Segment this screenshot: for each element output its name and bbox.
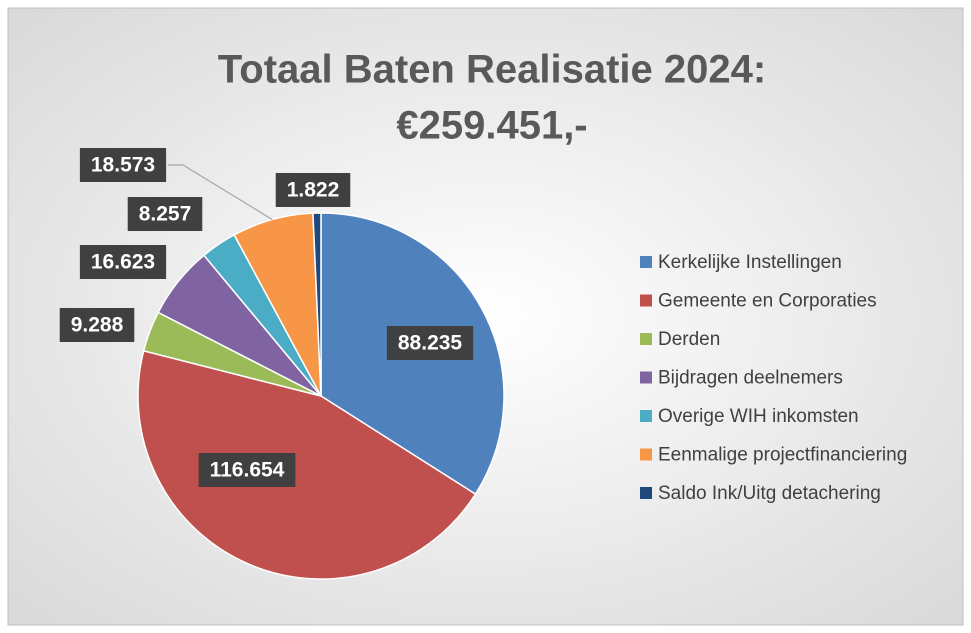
value-label: 1.822 [287,179,340,202]
value-label-box [275,173,351,207]
legend-label: Gemeente en Corporaties [658,291,877,312]
value-label: 88.235 [398,332,463,355]
legend-label: Bijdragen deelnemers [658,368,843,389]
leader-line [168,164,273,221]
legend-label: Eenmalige projectfinanciering [658,445,907,466]
value-label: 16.623 [91,251,155,274]
value-label: 116.654 [210,459,285,482]
legend-label: Kerkelijke Instellingen [658,252,842,273]
legend-label: Derden [658,329,720,350]
value-label-box [59,308,135,342]
legend-swatch [640,487,652,499]
value-label-box [127,197,203,231]
legend-swatch [640,333,652,345]
legend-swatch [640,448,652,461]
legend-swatch [640,294,652,307]
chart-title: Totaal Baten Realisatie 2024: [218,48,766,92]
value-label-box [198,453,296,487]
value-label: 8.257 [139,203,192,226]
legend-swatch [640,371,652,384]
value-label: 9.288 [71,314,124,337]
legend-label: Overige WIH inkomsten [658,406,859,427]
value-label: 18.573 [91,154,155,177]
legend-label: Saldo Ink/Uitg detachering [658,483,881,504]
pie-slice [312,212,322,397]
value-label-box [79,148,167,182]
value-label-box [386,326,474,360]
value-label-box [79,245,167,279]
chart-subtitle: €259.451,- [396,104,587,148]
legend-swatch [640,410,652,422]
pie-slice [137,349,477,580]
legend-swatch [640,256,652,268]
